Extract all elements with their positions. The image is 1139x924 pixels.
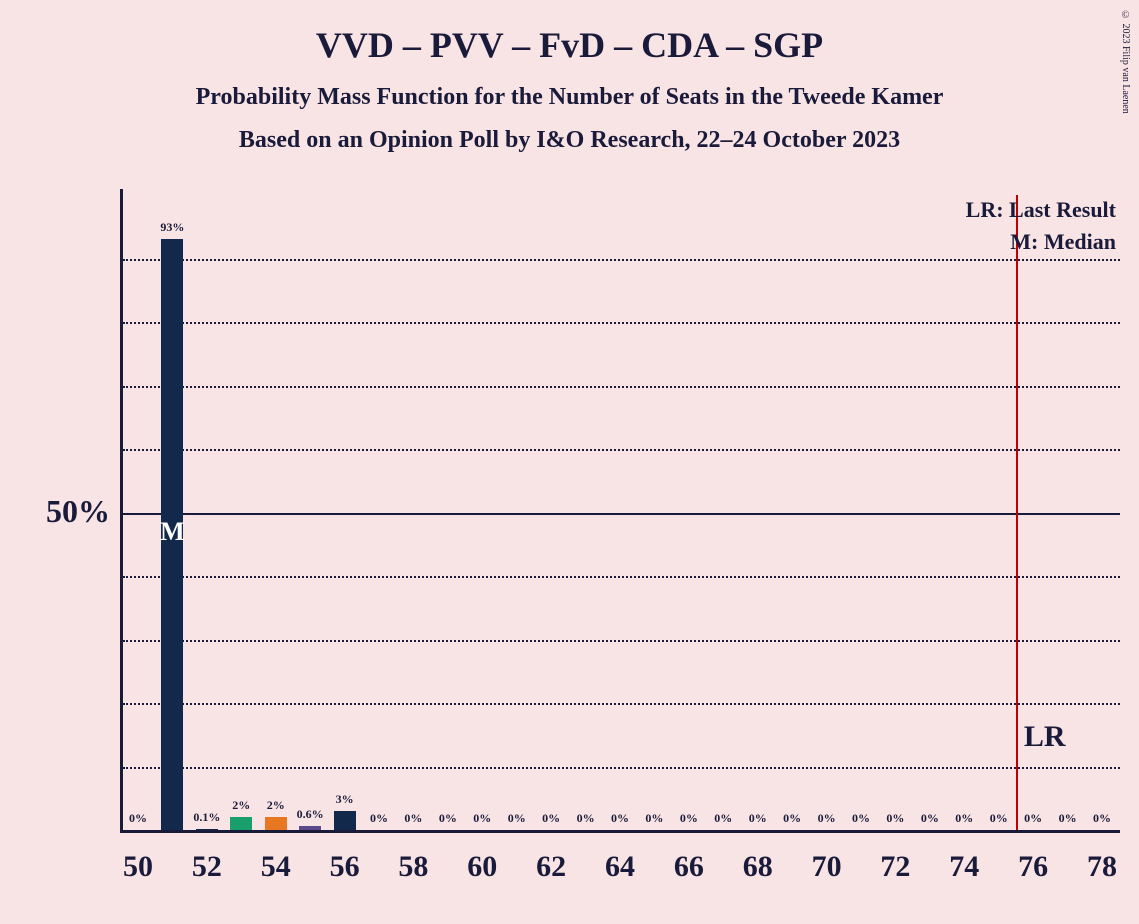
x-tick-label: 60 xyxy=(467,850,497,884)
bar-value-label: 0% xyxy=(542,811,560,826)
gridline xyxy=(123,640,1120,642)
bar-value-label: 0% xyxy=(990,811,1008,826)
bar-value-label: 0% xyxy=(1024,811,1042,826)
bar-value-label: 0.6% xyxy=(297,807,324,822)
chart-plot-area: 0% M 93% 0.1% 2% 2% 0.6% 3% 0% 0% 0% 0% 0% 0% 0% 0% 0% 0%… xyxy=(120,195,1120,830)
x-tick-label: 66 xyxy=(674,850,704,884)
copyright-text: © 2023 Filip van Laenen xyxy=(1120,10,1131,114)
bar-value-label: 0% xyxy=(714,811,732,826)
bar-value-label: 0% xyxy=(1059,811,1077,826)
x-axis xyxy=(120,830,1120,833)
bar xyxy=(230,817,252,830)
x-tick-label: 50 xyxy=(123,850,153,884)
bar-value-label: 0% xyxy=(886,811,904,826)
bar xyxy=(265,817,287,830)
gridline xyxy=(123,259,1120,261)
x-tick-label: 76 xyxy=(1018,850,1048,884)
chart-title: VVD – PVV – FvD – CDA – SGP xyxy=(0,0,1139,66)
chart-subtitle-1: Probability Mass Function for the Number… xyxy=(0,66,1139,111)
bar-value-label: 0% xyxy=(921,811,939,826)
gridline xyxy=(123,767,1120,769)
bar-value-label: 2% xyxy=(267,798,285,813)
bar-value-label: 0% xyxy=(680,811,698,826)
median-marker: M xyxy=(160,517,185,547)
bar-value-label: 0% xyxy=(611,811,629,826)
bar-value-label: 0% xyxy=(783,811,801,826)
gridline xyxy=(123,386,1120,388)
bar-value-label: 0% xyxy=(439,811,457,826)
x-tick-label: 62 xyxy=(536,850,566,884)
bar-value-label: 3% xyxy=(336,792,354,807)
bar-value-label: 0% xyxy=(473,811,491,826)
x-tick-label: 54 xyxy=(261,850,291,884)
gridline xyxy=(123,703,1120,705)
bar-value-label: 0% xyxy=(404,811,422,826)
bar-value-label: 0% xyxy=(749,811,767,826)
x-tick-label: 74 xyxy=(949,850,979,884)
x-tick-label: 64 xyxy=(605,850,635,884)
x-tick-label: 56 xyxy=(330,850,360,884)
gridline xyxy=(123,513,1120,515)
x-tick-label: 72 xyxy=(880,850,910,884)
legend-median: M: Median xyxy=(1010,229,1116,255)
x-tick-label: 52 xyxy=(192,850,222,884)
bar xyxy=(334,811,356,830)
bar-value-label: 0% xyxy=(1093,811,1111,826)
last-result-label: LR xyxy=(1024,720,1066,754)
y-axis-label: 50% xyxy=(46,493,110,530)
bar-value-label: 0% xyxy=(577,811,595,826)
bar-value-label: 0% xyxy=(129,811,147,826)
y-axis xyxy=(120,189,123,830)
last-result-line xyxy=(1016,195,1018,830)
bar-value-label: 0% xyxy=(852,811,870,826)
bar-value-label: 0% xyxy=(645,811,663,826)
bar-value-label: 0% xyxy=(818,811,836,826)
gridline xyxy=(123,576,1120,578)
gridline xyxy=(123,322,1120,324)
bar-value-label: 0% xyxy=(955,811,973,826)
bar-value-label: 0% xyxy=(508,811,526,826)
bar-value-label: 93% xyxy=(160,220,184,235)
bar-value-label: 2% xyxy=(232,798,250,813)
chart-subtitle-2: Based on an Opinion Poll by I&O Research… xyxy=(0,111,1139,154)
gridline xyxy=(123,449,1120,451)
x-tick-label: 70 xyxy=(812,850,842,884)
x-tick-label: 68 xyxy=(743,850,773,884)
legend-last-result: LR: Last Result xyxy=(966,197,1116,223)
bar-value-label: 0% xyxy=(370,811,388,826)
bar-value-label: 0.1% xyxy=(193,810,220,825)
x-tick-label: 78 xyxy=(1087,850,1117,884)
x-tick-label: 58 xyxy=(398,850,428,884)
